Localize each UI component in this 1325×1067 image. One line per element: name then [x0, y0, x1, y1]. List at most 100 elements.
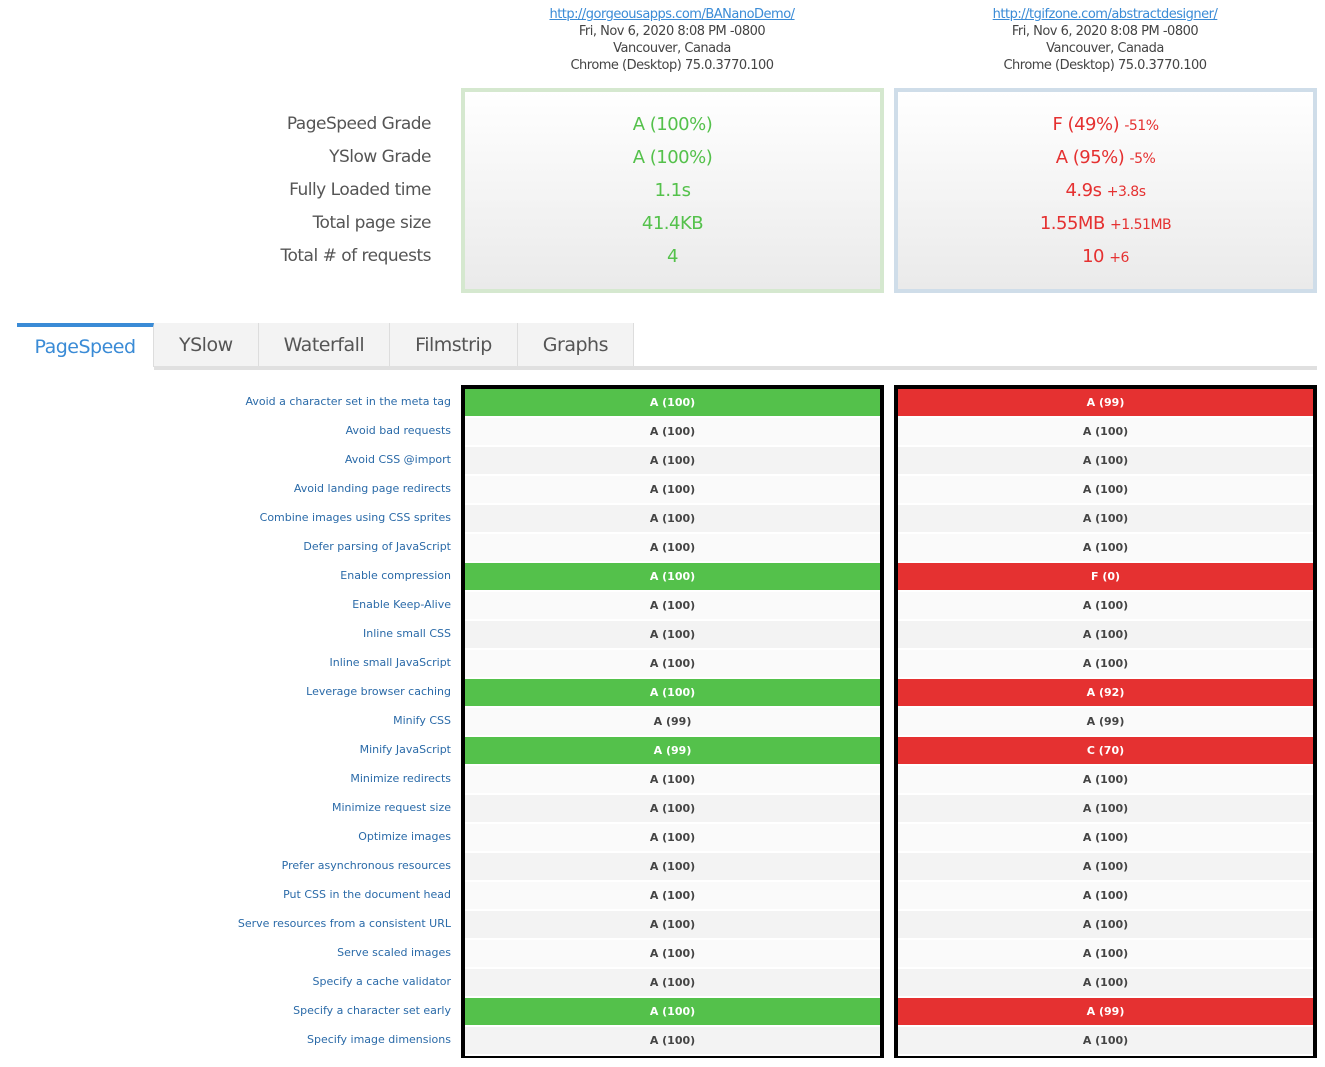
score-cell: A (100)	[465, 766, 880, 795]
score-cell: A (100)	[465, 911, 880, 940]
summary-metric: 1.55MB +1.51MB	[898, 207, 1313, 240]
score-cell: A (100)	[465, 418, 880, 447]
summary-label: Total # of requests	[280, 246, 431, 266]
summary-metric: A (95%) -5%	[898, 141, 1313, 174]
metric-delta: +1.51MB	[1110, 217, 1172, 233]
score-cell: A (100)	[898, 969, 1313, 998]
score-cell: A (100)	[898, 650, 1313, 679]
rule-label[interactable]: Avoid a character set in the meta tag	[245, 395, 451, 408]
summary-metric: 41.4KB	[465, 207, 880, 240]
rule-label[interactable]: Combine images using CSS sprites	[259, 511, 451, 524]
metric-value: A (95%)	[1055, 147, 1125, 168]
score-cell: A (100)	[898, 1027, 1313, 1056]
summary-label: YSlow Grade	[329, 147, 431, 167]
score-cell: A (100)	[465, 534, 880, 563]
rule-label[interactable]: Specify a cache validator	[312, 975, 451, 988]
score-cell: A (100)	[898, 940, 1313, 969]
score-cell: A (100)	[898, 795, 1313, 824]
summary-metric: A (100%)	[465, 108, 880, 141]
score-cell: A (100)	[465, 853, 880, 882]
summary-label: Total page size	[312, 213, 432, 233]
rule-label[interactable]: Leverage browser caching	[306, 685, 451, 698]
score-cell: A (100)	[898, 853, 1313, 882]
score-cell: A (100)	[465, 882, 880, 911]
rule-label[interactable]: Specify a character set early	[293, 1004, 451, 1017]
score-cell: A (100)	[465, 998, 880, 1027]
score-cell: A (100)	[465, 650, 880, 679]
rule-label[interactable]: Put CSS in the document head	[283, 888, 451, 901]
rule-label[interactable]: Optimize images	[358, 830, 451, 843]
site-b-location: Vancouver, Canada	[1046, 41, 1164, 56]
site-a-header: http://gorgeousapps.com/BANanoDemo/ Fri,…	[461, 6, 883, 74]
score-cell: A (100)	[465, 795, 880, 824]
score-cell: A (100)	[465, 1027, 880, 1056]
rule-label[interactable]: Minify CSS	[393, 714, 451, 727]
score-cell: A (99)	[898, 998, 1313, 1027]
rule-label[interactable]: Serve scaled images	[337, 946, 451, 959]
score-cell: A (100)	[465, 969, 880, 998]
summary-metric: 10 +6	[898, 240, 1313, 273]
tab-yslow[interactable]: YSlow	[154, 323, 259, 367]
metric-value: A (100%)	[632, 147, 713, 168]
site-a-date: Fri, Nov 6, 2020 8:08 PM -0800	[578, 24, 766, 39]
summary-metric: 4	[465, 240, 880, 273]
rule-label[interactable]: Defer parsing of JavaScript	[303, 540, 451, 553]
rule-label[interactable]: Enable compression	[340, 569, 451, 582]
metric-value: F (49%)	[1052, 114, 1120, 135]
metric-value: 10	[1082, 246, 1105, 267]
tab-graphs[interactable]: Graphs	[517, 323, 634, 367]
site-a-scores: A (100) A (100) A (100) A (100) A (100) A (10…	[461, 385, 884, 1058]
rule-label[interactable]: Avoid CSS @import	[344, 453, 451, 466]
score-cell: A (100)	[898, 447, 1313, 476]
score-cell: A (100)	[898, 766, 1313, 795]
metric-value: 1.55MB	[1039, 213, 1105, 234]
rule-label[interactable]: Serve resources from a consistent URL	[237, 917, 451, 930]
rule-label[interactable]: Minimize redirects	[350, 772, 451, 785]
tab-waterfall[interactable]: Waterfall	[258, 323, 391, 367]
summary-label: Fully Loaded time	[289, 180, 431, 200]
score-cell: A (100)	[898, 505, 1313, 534]
site-b-browser: Chrome (Desktop) 75.0.3770.100	[1003, 58, 1207, 73]
site-b-scores: A (99) A (100) A (100) A (100) A (100) A (100…	[894, 385, 1317, 1058]
score-cell: A (100)	[465, 389, 880, 418]
summary-label: PageSpeed Grade	[286, 114, 432, 134]
score-cell: A (99)	[898, 389, 1313, 418]
tab-filmstrip[interactable]: Filmstrip	[390, 323, 518, 367]
site-a-browser: Chrome (Desktop) 75.0.3770.100	[570, 58, 774, 73]
site-a-url[interactable]: http://gorgeousapps.com/BANanoDemo/	[549, 7, 795, 22]
rule-label[interactable]: Prefer asynchronous resources	[281, 859, 451, 872]
score-cell: A (100)	[898, 824, 1313, 853]
metric-value: 1.1s	[654, 180, 691, 201]
site-a-location: Vancouver, Canada	[613, 41, 731, 56]
rule-label[interactable]: Minify JavaScript	[359, 743, 451, 756]
metric-delta: -5%	[1129, 151, 1156, 167]
rule-label[interactable]: Enable Keep-Alive	[352, 598, 451, 611]
site-b-url[interactable]: http://tgifzone.com/abstractdesigner/	[992, 7, 1218, 22]
score-cell: A (92)	[898, 679, 1313, 708]
rule-label[interactable]: Inline small JavaScript	[329, 656, 452, 669]
rule-labels: Avoid a character set in the meta tag Avo…	[0, 389, 451, 1056]
site-b-date: Fri, Nov 6, 2020 8:08 PM -0800	[1011, 24, 1199, 39]
rule-label[interactable]: Avoid landing page redirects	[293, 482, 451, 495]
score-cell: A (100)	[898, 476, 1313, 505]
metric-delta: +6	[1109, 250, 1129, 266]
site-b-header: http://tgifzone.com/abstractdesigner/ Fr…	[894, 6, 1316, 74]
score-cell: A (100)	[465, 505, 880, 534]
rule-label[interactable]: Minimize request size	[331, 801, 451, 814]
score-cell: A (100)	[898, 621, 1313, 650]
metric-delta: +3.8s	[1106, 184, 1146, 200]
rule-label[interactable]: Avoid bad requests	[345, 424, 451, 437]
score-cell: A (100)	[465, 563, 880, 592]
summary-metric: F (49%) -51%	[898, 108, 1313, 141]
rule-label[interactable]: Specify image dimensions	[307, 1033, 451, 1046]
score-cell: A (99)	[465, 708, 880, 737]
metric-value: A (100%)	[632, 114, 713, 135]
score-cell: A (100)	[898, 592, 1313, 621]
tab-divider	[154, 366, 1317, 370]
rule-label[interactable]: Inline small CSS	[362, 627, 451, 640]
score-cell: A (100)	[465, 679, 880, 708]
score-cell: A (100)	[465, 447, 880, 476]
score-cell: A (99)	[898, 708, 1313, 737]
score-cell: A (100)	[465, 940, 880, 969]
tab-pagespeed[interactable]: PageSpeed	[17, 323, 154, 367]
